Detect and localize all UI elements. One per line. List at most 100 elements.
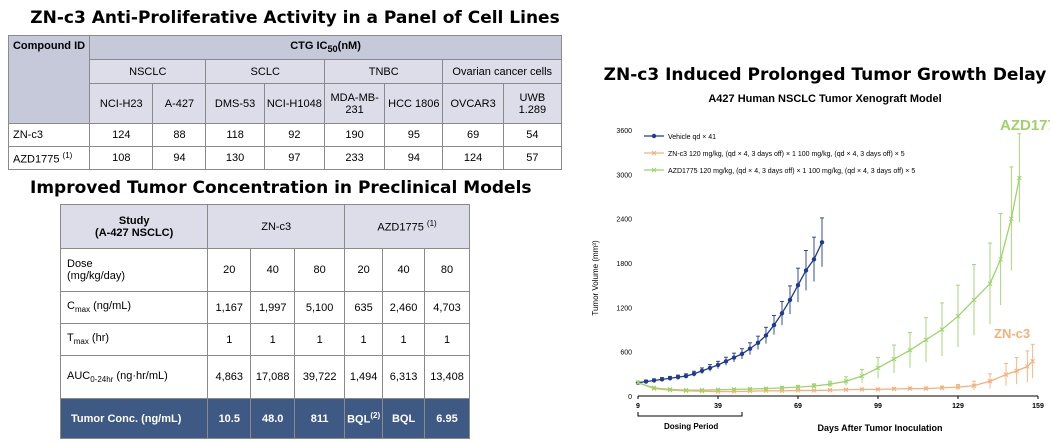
table-cell: 40 <box>250 248 296 292</box>
cell-line-header: NCI-H23 <box>89 83 154 124</box>
x-tick-label: 69 <box>794 403 802 410</box>
table-cell: 233 <box>323 146 386 170</box>
table-cell: 80 <box>424 248 470 292</box>
data-point <box>843 378 849 384</box>
cell-line-header: DMS-53 <box>205 83 265 124</box>
row-label: AZD1775 (1) <box>7 146 91 170</box>
y-tick-label: 3600 <box>616 128 632 135</box>
table-cell: 1 <box>207 323 252 356</box>
data-point <box>1003 372 1009 377</box>
cell-line-header: NCI-H1048 <box>263 83 325 124</box>
table-cell: 124 <box>442 146 504 170</box>
data-point <box>683 373 689 379</box>
table-row: Cmax (ng/mL) 1,167 1,997 5,100 635 2,460… <box>59 291 470 324</box>
table-cell: 108 <box>89 146 154 170</box>
table-cell: 124 <box>89 123 154 147</box>
table-cell: 69 <box>442 123 504 147</box>
data-point <box>787 297 793 303</box>
pk-table: Study (A-427 NSCLC) ZN-c3 AZD1775 (1) Dos… <box>59 204 470 439</box>
table-cell: 1,167 <box>207 291 252 324</box>
tumor-growth-chart: 0 600 1200 1800 2400 3000 3600 9 39 69 99 129 159 Ve… <box>591 118 1050 433</box>
y-tick-label: 1800 <box>616 261 632 268</box>
azd-header: AZD1775 (1) <box>344 204 470 249</box>
row-label: Dose (mg/kg/day) <box>59 248 209 292</box>
table-cell: 4,703 <box>424 291 470 324</box>
ic50-table: Compound ID CTG IC50(nM) NSCLC SCLC TNBC… <box>7 35 563 170</box>
y-tick-label: 1200 <box>616 305 632 312</box>
azd-callout: AZD1775 <box>1000 118 1050 134</box>
group-header: Ovarian cancer cells <box>442 59 562 84</box>
x-tick-label: 99 <box>874 403 882 410</box>
group-header: NSCLC <box>89 59 207 84</box>
legend-label: ZN-c3 120 mg/kg, (qd × 4, 3 days off) × … <box>668 151 905 158</box>
data-point <box>875 365 881 371</box>
cell-line-header: HCC 1806 <box>384 83 444 124</box>
table-cell: 95 <box>384 123 444 147</box>
data-point <box>771 322 777 328</box>
data-point <box>1008 216 1014 222</box>
legend-label: AZD1775 120 mg/kg, (qd × 4, 3 days off) … <box>668 168 915 175</box>
table-cell: 190 <box>323 123 386 147</box>
legend-label: Vehicle qd × 41 <box>668 134 716 141</box>
data-point <box>643 379 649 384</box>
data-point <box>651 378 657 383</box>
zn-callout: ZN-c3 <box>994 326 1030 341</box>
table-cell: 20 <box>344 248 384 292</box>
data-point <box>795 282 801 288</box>
data-point <box>827 387 833 393</box>
data-point <box>723 359 729 364</box>
data-point <box>795 384 801 390</box>
data-point <box>811 383 817 389</box>
table-cell: 40 <box>382 248 426 292</box>
data-point <box>971 297 977 303</box>
cell-line-header: A-427 <box>152 83 207 124</box>
table-cell: 10.5 <box>207 398 252 439</box>
x-tick-label: 159 <box>1032 403 1044 410</box>
row-label: AUC0-24hr (ng·hr/mL) <box>59 355 209 399</box>
y-tick-label: 3000 <box>616 172 632 179</box>
table-cell: BQL <box>382 398 426 439</box>
data-point <box>987 281 993 287</box>
data-point <box>907 386 913 391</box>
legend-marker <box>651 150 657 156</box>
data-point <box>907 347 913 353</box>
series-2 <box>635 133 1022 393</box>
data-point <box>675 374 681 380</box>
table1-title: ZN-c3 Anti-Proliferative Activity in a P… <box>30 8 560 28</box>
study-header: Study (A-427 NSCLC) <box>59 204 209 249</box>
y-tick-label: 0 <box>628 394 632 401</box>
table-cell: 4,863 <box>207 355 252 399</box>
table-cell: 1,997 <box>250 291 296 324</box>
table-cell: 17,088 <box>250 355 296 399</box>
x-tick-label: 9 <box>636 403 640 410</box>
data-point <box>939 385 945 391</box>
x-tick-label: 39 <box>714 403 722 410</box>
table-cell: 48.0 <box>250 398 296 439</box>
cell-line-header: OVCAR3 <box>442 83 504 124</box>
series-0 <box>635 217 825 385</box>
data-point <box>843 387 849 393</box>
data-point <box>763 386 769 391</box>
legend-marker <box>651 167 657 173</box>
row-label: Cmax (ng/mL) <box>59 291 209 324</box>
table-row: Tmax (hr) 1 1 1 1 1 1 <box>59 323 470 356</box>
data-point <box>955 313 961 319</box>
data-point <box>811 257 817 262</box>
ctg-prefix: CTG IC <box>290 40 328 53</box>
x-tick-label: 129 <box>952 403 964 410</box>
series-line <box>637 177 1020 391</box>
table-cell: 39,722 <box>294 355 346 399</box>
table-cell: 1,494 <box>344 355 384 399</box>
legend-marker <box>651 133 657 139</box>
table-cell: 1 <box>424 323 470 356</box>
group-header: SCLC <box>205 59 325 84</box>
dosing-period-label: Dosing Period <box>664 422 718 431</box>
data-point <box>803 268 809 273</box>
table-cell: 1 <box>294 323 346 356</box>
table-cell: 130 <box>205 146 265 170</box>
y-tick-label: 2400 <box>616 217 632 224</box>
data-point <box>667 386 673 392</box>
table-cell: 94 <box>384 146 444 170</box>
data-point <box>667 376 673 381</box>
compound-id-header: Compound ID <box>7 35 91 124</box>
